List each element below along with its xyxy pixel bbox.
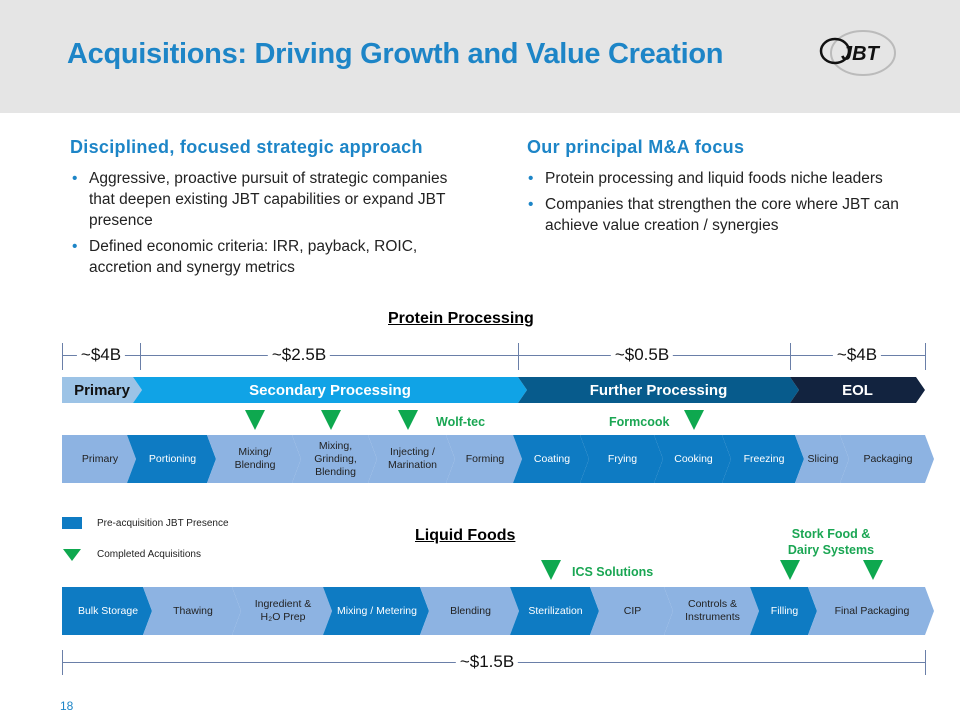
left-bullets: Aggressive, proactive pursuit of strateg… (72, 168, 452, 283)
process-step: Packaging (840, 435, 934, 483)
category-eol: EOL (790, 377, 925, 403)
left-heading: Disciplined, focused strategic approach (70, 137, 423, 157)
acquisition-triangle-icon (321, 410, 341, 430)
process-step: Slicing (795, 435, 849, 483)
acquisition-label: Stork Food & Dairy Systems (787, 527, 875, 557)
acquisition-triangle-icon (398, 410, 418, 430)
page-number: 18 (60, 699, 74, 713)
right-heading: Our principal M&A focus (527, 137, 745, 157)
category-primary: Primary (62, 377, 142, 403)
svg-text:JBT: JBT (841, 43, 881, 65)
process-step: CIP (590, 587, 673, 635)
divider (790, 343, 791, 370)
acquisition-label: ICS Solutions (572, 565, 654, 579)
acquisition-triangle-icon (863, 560, 883, 580)
slide-title: Acquisitions: Driving Growth and Value C… (67, 38, 724, 70)
divider (62, 343, 63, 370)
acquisition-label: Wolf-tec (436, 415, 486, 429)
process-step: Injecting / Marination (368, 435, 455, 483)
bullet: Aggressive, proactive pursuit of strateg… (72, 168, 452, 231)
process-step: Frying (580, 435, 663, 483)
process-step: Thawing (143, 587, 241, 635)
process-step: Coating (513, 435, 589, 483)
divider (925, 650, 926, 675)
process-step: Cooking (654, 435, 731, 483)
legend-completed-label: Completed Acquisitions (97, 549, 201, 560)
process-step: Bulk Storage (62, 587, 152, 635)
divider (925, 343, 926, 370)
process-step: Mixing, Grinding, Blending (292, 435, 377, 483)
category-secondary: Secondary Processing (133, 377, 527, 403)
market-size: ~$4B (76, 345, 126, 365)
divider (140, 343, 141, 370)
process-step: Ingredient & H₂O Prep (232, 587, 332, 635)
market-size: ~$0.5B (610, 345, 674, 365)
legend-presence-label: Pre-acquisition JBT Presence (97, 518, 229, 529)
jbt-logo: JBT (819, 30, 896, 76)
right-bullets: Protein processing and liquid foods nich… (528, 168, 918, 241)
acquisition-triangle-icon (541, 560, 561, 580)
liquid-title: Liquid Foods (415, 527, 516, 544)
market-size: ~$4B (832, 345, 882, 365)
bullet: Protein processing and liquid foods nich… (528, 168, 918, 189)
process-step: Sterilization (510, 587, 599, 635)
acquisition-triangle-icon (780, 560, 800, 580)
divider (62, 650, 63, 675)
process-step: Filling (750, 587, 817, 635)
acquisition-triangle-icon (684, 410, 704, 430)
bullet: Defined economic criteria: IRR, payback,… (72, 236, 452, 278)
process-step: Mixing/ Blending (207, 435, 301, 483)
category-further: Further Processing (518, 377, 799, 403)
process-step: Forming (446, 435, 522, 483)
protein-title: Protein Processing (388, 310, 534, 327)
acquisition-triangle-icon (245, 410, 265, 430)
header-band (0, 0, 960, 113)
process-step: Primary (62, 435, 136, 483)
legend-presence-swatch (62, 517, 82, 529)
range-line (62, 355, 925, 356)
legend-triangle-icon (63, 549, 81, 561)
bullet: Companies that strengthen the core where… (528, 194, 918, 236)
process-step: Final Packaging (808, 587, 934, 635)
process-step: Mixing / Metering (323, 587, 429, 635)
market-size: ~$1.5B (455, 652, 519, 672)
acquisition-label: Formcook (609, 415, 670, 429)
divider (518, 343, 519, 370)
process-step: Blending (420, 587, 519, 635)
process-step: Freezing (722, 435, 804, 483)
process-step: Controls & Instruments (664, 587, 759, 635)
process-step: Portioning (127, 435, 216, 483)
market-size: ~$2.5B (267, 345, 331, 365)
